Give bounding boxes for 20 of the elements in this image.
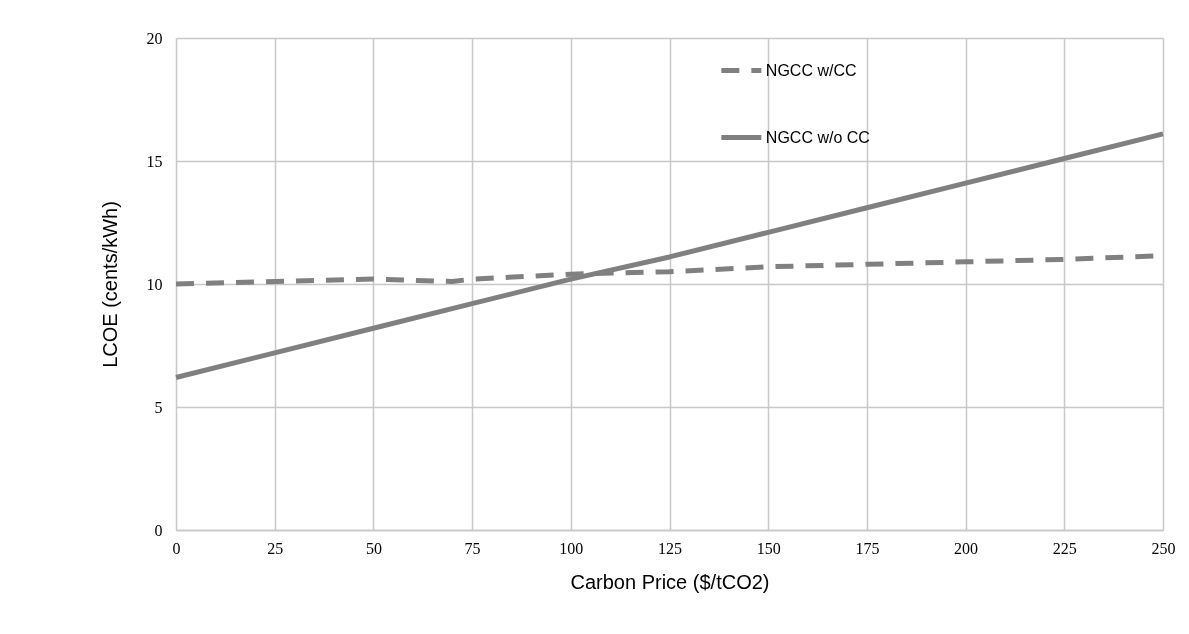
x-tick-label: 175 <box>855 539 880 557</box>
x-axis-title: Carbon Price ($/tCO2) <box>570 570 770 593</box>
x-tick-label: 50 <box>365 539 382 557</box>
y-tick-label: 5 <box>154 398 163 416</box>
legend-label: NGCC w/CC <box>765 61 857 79</box>
x-tick-label: 225 <box>1052 539 1077 557</box>
x-tick-label: 200 <box>954 539 979 557</box>
y-tick-label: 20 <box>146 29 163 47</box>
y-axis-title: LCOE (cents/kWh) <box>98 201 121 368</box>
x-tick-label: 75 <box>464 539 481 557</box>
x-tick-label: 250 <box>1151 539 1176 557</box>
legend-label: NGCC w/o CC <box>765 128 870 146</box>
x-tick-label: 150 <box>756 539 781 557</box>
x-tick-label: 0 <box>172 539 181 557</box>
x-tick-label: 125 <box>658 539 682 557</box>
x-tick-label: 25 <box>267 539 284 557</box>
x-tick-label: 100 <box>559 539 584 557</box>
y-tick-label: 15 <box>146 152 163 170</box>
y-tick-label: 0 <box>154 521 163 539</box>
y-tick-label: 10 <box>146 275 163 293</box>
